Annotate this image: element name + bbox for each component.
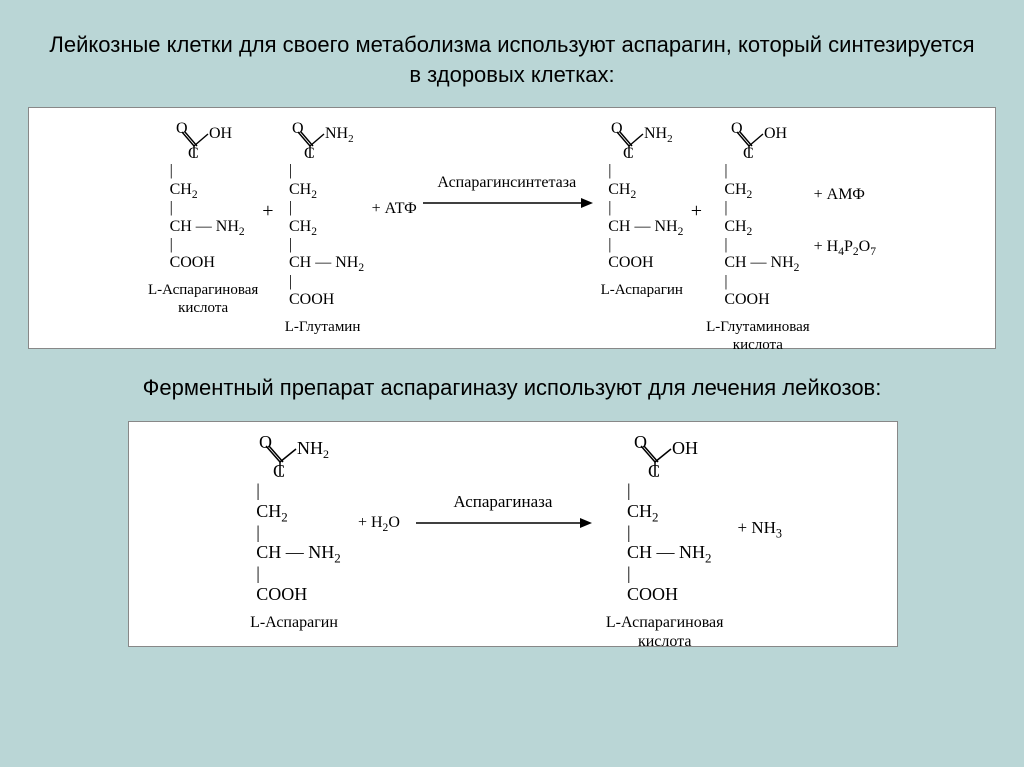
branch-text: NH2: [644, 125, 673, 145]
arrow-block: Аспарагинсинтетаза: [421, 122, 593, 212]
branch-text: OH: [764, 125, 788, 142]
svg-text:O: O: [292, 122, 304, 137]
plus-op: +: [262, 122, 273, 223]
svg-text:C: C: [273, 461, 285, 480]
title: Лейкозные клетки для своего метаболизма …: [28, 30, 996, 89]
mol-asparagine-2: O NH2 C | CH2 | CH — NH2 | COOH L-Аспара…: [244, 436, 344, 631]
svg-text:C: C: [648, 461, 660, 480]
slide: Лейкозные клетки для своего метаболизма …: [0, 0, 1024, 767]
reaction-1-box: O OH C | CH2 | CH — NH2 | COOH L-Аспараг…: [28, 107, 996, 349]
chain: | CH2 | CH — NH2 | COOH: [247, 480, 341, 604]
branch-text: OH: [672, 438, 698, 458]
svg-text:O: O: [731, 122, 743, 137]
mol-label: L-Аспарагиноваякислота: [148, 281, 258, 317]
co-fork-icon: O NH2 C: [597, 122, 687, 162]
arrow-icon: [421, 194, 593, 212]
enzyme-label: Аспарагиназа: [453, 492, 552, 512]
arrow-icon: [414, 514, 592, 532]
branch-text: OH: [209, 125, 233, 142]
mol-label: L-Глутаминоваякислота: [706, 318, 810, 354]
chain: | CH2 | CH — NH2 | COOH: [600, 162, 683, 272]
co-fork-icon: O NH2 C: [244, 436, 344, 480]
co-fork-icon: O OH C: [619, 436, 711, 480]
enzyme-label: Аспарагинсинтетаза: [437, 174, 576, 192]
mol-aspartic-acid-2: O OH C | CH2 | CH — NH2 | COOH L-Аспараг…: [606, 436, 724, 651]
svg-text:O: O: [611, 122, 623, 137]
svg-text:C: C: [188, 145, 199, 162]
mol-glutamic-acid: O OH C | CH2 | CH2 | CH — NH2 | COOH L-Г…: [706, 122, 810, 353]
mol-asparagine: O NH2 C | CH2 | CH — NH2 | COOH L-Аспара…: [597, 122, 687, 298]
svg-text:C: C: [623, 145, 634, 162]
chain: | CH2 | CH2 | CH — NH2 | COOH: [281, 162, 364, 309]
branch-text: NH2: [297, 438, 329, 461]
co-fork-icon: O OH C: [717, 122, 799, 162]
mol-aspartic-acid: O OH C | CH2 | CH — NH2 | COOH L-Аспараг…: [148, 122, 258, 316]
mol-label: L-Аспарагин: [250, 613, 338, 632]
reaction-2-row: O NH2 C | CH2 | CH — NH2 | COOH L-Аспара…: [139, 436, 887, 651]
svg-text:C: C: [743, 145, 754, 162]
co-fork-icon: O OH C: [162, 122, 244, 162]
h2o-text: + H2O: [358, 436, 400, 532]
svg-text:C: C: [304, 145, 315, 162]
mol-label: L-Аспарагиноваякислота: [606, 613, 724, 651]
reaction-2-box: O NH2 C | CH2 | CH — NH2 | COOH L-Аспара…: [128, 421, 898, 647]
svg-text:O: O: [259, 436, 272, 452]
chain: | CH2 | CH — NH2 | COOH: [162, 162, 245, 272]
pyro: + H4P2O7: [814, 238, 876, 255]
plus-op: +: [691, 122, 702, 223]
co-fork-icon: O NH2 C: [278, 122, 368, 162]
mol-glutamine: O NH2 C | CH2 | CH2 | CH — NH2 | COOH L-…: [278, 122, 368, 335]
branch-text: NH2: [325, 125, 354, 145]
atp-text: + АТФ: [372, 122, 417, 218]
subtitle: Ферментный препарат аспарагиназу использ…: [28, 375, 996, 401]
mol-label: L-Глутамин: [285, 318, 361, 336]
nh3-text: + NH3: [738, 436, 783, 541]
mol-label: L-Аспарагин: [601, 281, 683, 299]
svg-text:O: O: [176, 122, 188, 137]
svg-text:O: O: [634, 436, 647, 452]
chain: | CH2 | CH — NH2 | COOH: [618, 480, 712, 604]
arrow-block: Аспарагиназа: [414, 436, 592, 532]
chain: | CH2 | CH2 | CH — NH2 | COOH: [716, 162, 799, 309]
side-products: + АМФ + H4P2O7: [814, 122, 876, 259]
reaction-1-row: O OH C | CH2 | CH — NH2 | COOH L-Аспараг…: [39, 122, 985, 353]
